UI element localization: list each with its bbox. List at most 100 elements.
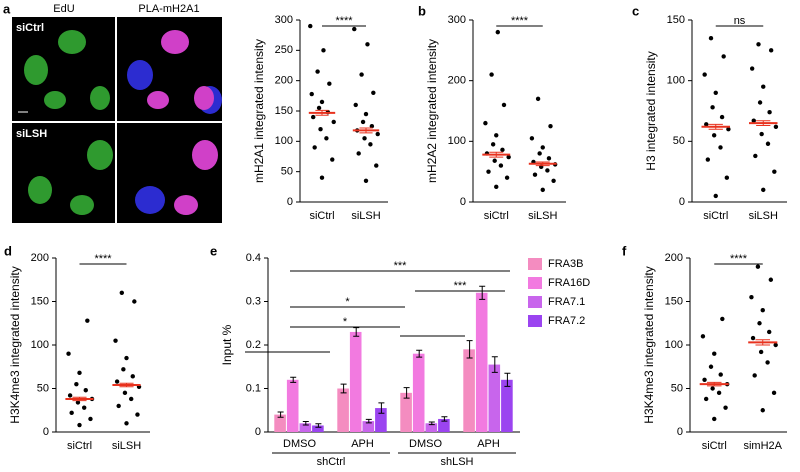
data-point <box>546 156 552 161</box>
data-point <box>713 90 718 96</box>
y-tick-label: 0.1 <box>246 382 261 394</box>
error-bar <box>466 340 473 359</box>
y-axis-label: Input % <box>220 324 234 365</box>
error-bar <box>756 120 771 127</box>
y-tick-label: 150 <box>665 295 683 307</box>
data-point <box>494 184 499 190</box>
bar <box>488 364 501 432</box>
bar <box>412 353 425 432</box>
data-point <box>760 308 765 313</box>
error-bar <box>755 339 771 346</box>
data-point <box>540 145 545 150</box>
panel-label: d <box>4 243 12 258</box>
data-point <box>308 23 313 29</box>
data-point <box>130 374 135 379</box>
significance-label: *** <box>454 280 468 292</box>
data-point <box>319 99 325 105</box>
data-point <box>719 114 725 120</box>
panel-label: f <box>622 243 627 258</box>
data-point <box>356 151 361 156</box>
x-tick-label: simH2A <box>743 440 782 452</box>
y-tick-label: 300 <box>448 14 466 26</box>
panel-label: a <box>3 1 11 16</box>
data-point <box>489 72 494 77</box>
error-bar <box>315 109 329 116</box>
y-axis-label: H3K4me3 integrated intensity <box>8 266 22 423</box>
bar <box>299 423 312 432</box>
data-point <box>532 172 538 177</box>
data-point <box>771 390 777 396</box>
y-tick-label: 50 <box>281 166 293 178</box>
data-point <box>319 175 325 180</box>
data-point <box>327 81 332 86</box>
legend-label: FRA3B <box>548 258 583 270</box>
data-point <box>360 119 366 125</box>
error-bar <box>479 285 486 300</box>
x-tick-label: siCtrl <box>703 210 728 222</box>
data-point <box>749 66 755 71</box>
x-tick-label: DMSO <box>283 438 316 450</box>
data-point <box>492 158 497 163</box>
data-point <box>711 133 717 138</box>
data-point <box>760 408 765 413</box>
y-tick-label: 100 <box>275 135 293 147</box>
column-label: PLA-mH2A1 <box>138 3 199 15</box>
group-label: shLSH <box>440 456 473 467</box>
data-point <box>753 153 758 159</box>
data-point <box>710 386 715 391</box>
data-point <box>363 178 369 183</box>
y-tick-label: 250 <box>275 44 293 56</box>
data-point <box>83 388 88 393</box>
y-axis-label: mH2A2 integrated intensity <box>425 39 439 183</box>
data-point <box>363 111 369 117</box>
error-bar <box>315 423 322 428</box>
data-point <box>375 131 380 137</box>
data-point <box>88 416 93 422</box>
bar <box>400 392 412 432</box>
y-tick-label: 50 <box>671 382 683 394</box>
data-point <box>712 416 717 422</box>
error-bar <box>359 127 373 134</box>
row-label: siCtrl <box>16 22 44 34</box>
error-bar <box>403 387 410 399</box>
error-bar <box>706 381 722 387</box>
data-point <box>545 168 550 173</box>
bar <box>438 418 450 432</box>
y-tick-label: 0 <box>679 196 685 208</box>
y-tick-label: 200 <box>448 75 466 87</box>
data-point <box>374 163 379 168</box>
error-bar <box>119 382 134 388</box>
data-point <box>529 136 535 141</box>
data-point <box>761 84 766 89</box>
y-axis-label: H3 integrated intensity <box>644 51 658 170</box>
x-tick-label: DMSO <box>409 438 442 450</box>
data-point <box>506 154 511 160</box>
data-point <box>124 421 129 426</box>
data-point <box>353 102 358 108</box>
column-label: EdU <box>53 3 74 15</box>
data-point <box>324 136 329 141</box>
data-point <box>331 119 336 125</box>
legend-swatch <box>528 258 542 270</box>
data-point <box>330 157 335 162</box>
data-point <box>359 72 364 77</box>
y-tick-label: 100 <box>31 339 49 351</box>
x-tick-label: siLSH <box>351 210 380 222</box>
data-point <box>66 351 71 356</box>
x-tick-label: siLSH <box>112 440 141 452</box>
significance-label: ns <box>734 15 746 27</box>
error-bar <box>489 151 504 158</box>
data-point <box>540 187 545 193</box>
legend-swatch <box>528 277 542 289</box>
data-point <box>548 123 553 129</box>
x-tick-label: siCtrl <box>309 210 334 222</box>
data-point <box>761 187 766 193</box>
panel-label: e <box>210 243 217 258</box>
x-tick-label: siCtrl <box>67 440 92 452</box>
error-bar <box>441 416 448 422</box>
data-point <box>712 351 717 356</box>
data-point <box>767 329 772 335</box>
y-tick-label: 300 <box>275 14 293 26</box>
data-point <box>371 90 376 96</box>
x-tick-label: APH <box>351 438 374 450</box>
